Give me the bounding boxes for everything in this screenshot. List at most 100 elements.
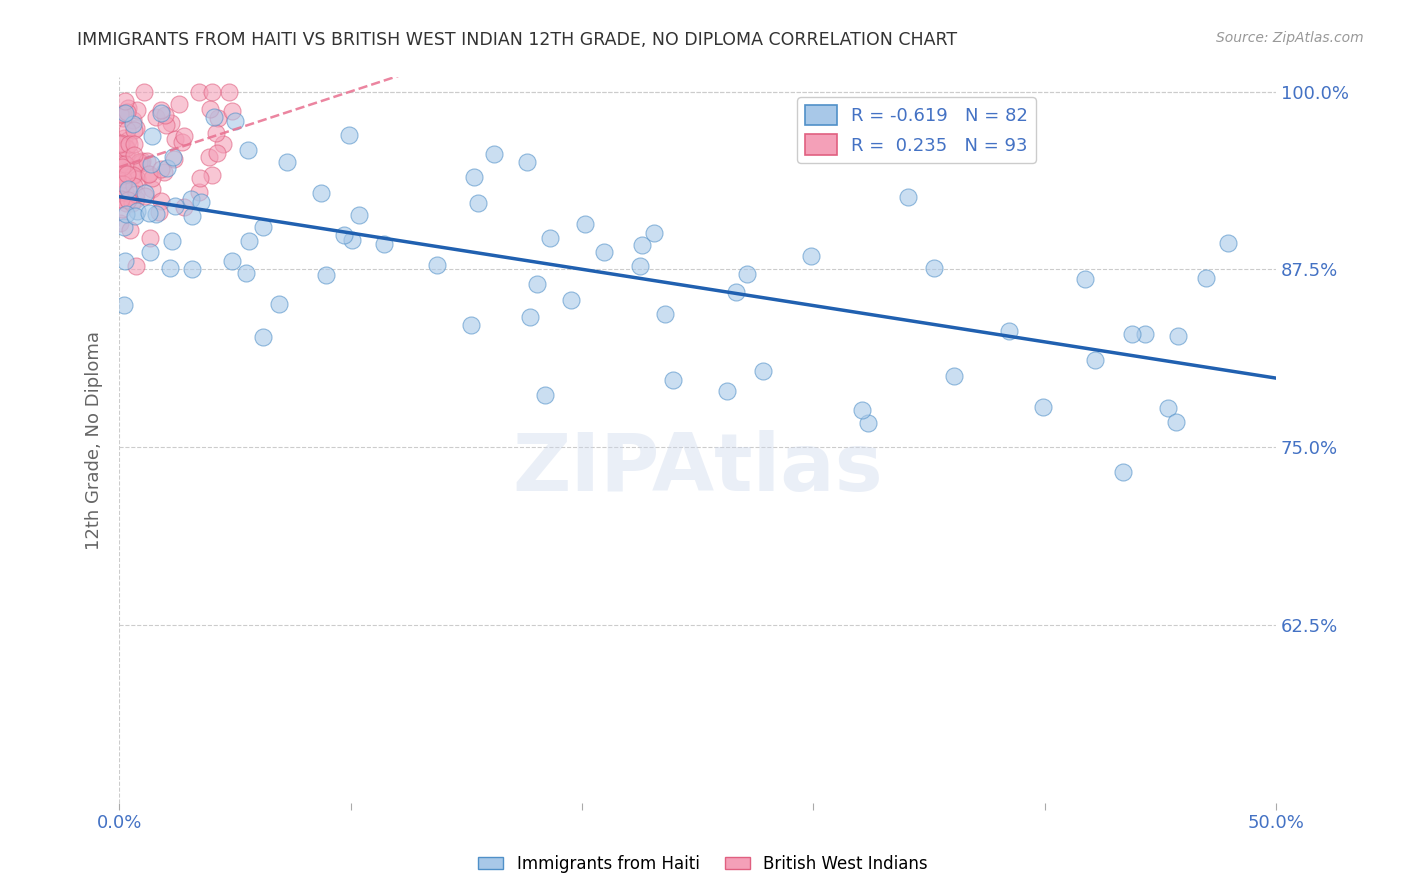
Point: [337, 128, 360, 142]
Point: [1157, 401, 1180, 416]
Point: [221, 254, 243, 268]
Point: [1084, 352, 1107, 367]
Point: [121, 168, 143, 182]
Legend: R = -0.619   N = 82, R =  0.235   N = 93: R = -0.619 N = 82, R = 0.235 N = 93: [797, 97, 1036, 162]
Point: [117, 101, 139, 115]
Point: [114, 157, 136, 171]
Point: [574, 217, 596, 231]
Point: [114, 207, 136, 221]
Point: [1195, 271, 1218, 285]
Point: [654, 307, 676, 321]
Point: [643, 226, 665, 240]
Point: [922, 260, 945, 275]
Point: [115, 105, 138, 120]
Point: [125, 103, 148, 118]
Point: [112, 177, 135, 191]
Point: [114, 253, 136, 268]
Point: [152, 165, 174, 179]
Point: [114, 171, 136, 186]
Point: [111, 171, 134, 186]
Point: [112, 131, 135, 145]
Point: [122, 179, 145, 194]
Point: [159, 260, 181, 275]
Point: [181, 261, 204, 276]
Point: [127, 204, 149, 219]
Point: [139, 230, 162, 244]
Point: [212, 136, 235, 151]
Point: [156, 161, 179, 175]
Point: [593, 245, 616, 260]
Point: [131, 153, 153, 168]
Point: [332, 227, 354, 242]
Point: [114, 147, 136, 161]
Point: [160, 116, 183, 130]
Point: [138, 167, 160, 181]
Point: [128, 155, 150, 169]
Point: [155, 118, 177, 132]
Point: [201, 85, 224, 99]
Point: [114, 94, 136, 108]
Point: [122, 117, 145, 131]
Point: [163, 132, 186, 146]
Point: [1135, 327, 1157, 342]
Point: [115, 140, 138, 154]
Point: [135, 153, 157, 168]
Point: [207, 146, 229, 161]
Point: [190, 170, 212, 185]
Point: [173, 200, 195, 214]
Point: [141, 128, 163, 143]
Point: [111, 163, 134, 178]
Point: [132, 85, 155, 99]
Point: [236, 143, 259, 157]
Point: [150, 161, 173, 176]
Point: [662, 373, 685, 387]
Point: [111, 202, 134, 217]
Point: [125, 186, 148, 201]
Point: [205, 126, 228, 140]
Point: [269, 296, 291, 310]
Point: [752, 363, 775, 377]
Point: [149, 103, 172, 117]
Point: [136, 167, 159, 181]
Point: [218, 85, 240, 99]
Point: [533, 388, 555, 402]
Point: [122, 112, 145, 127]
Point: [117, 133, 139, 147]
Point: [198, 150, 221, 164]
Point: [224, 114, 246, 128]
Point: [110, 148, 132, 162]
Point: [125, 260, 148, 274]
Point: [148, 205, 170, 219]
Point: [112, 107, 135, 121]
Point: [162, 150, 184, 164]
Point: [125, 121, 148, 136]
Point: [110, 106, 132, 120]
Point: [110, 136, 132, 150]
Point: [149, 194, 172, 208]
Point: [110, 107, 132, 121]
Point: [118, 223, 141, 237]
Point: [897, 190, 920, 204]
Point: [188, 185, 211, 199]
Point: [163, 199, 186, 213]
Point: [139, 244, 162, 259]
Text: ZIPAtlas: ZIPAtlas: [512, 430, 883, 508]
Point: [943, 368, 966, 383]
Point: [1218, 235, 1240, 250]
Point: [124, 148, 146, 162]
Text: Source: ZipAtlas.com: Source: ZipAtlas.com: [1216, 31, 1364, 45]
Point: [125, 171, 148, 186]
Point: [1164, 415, 1187, 429]
Point: [112, 111, 135, 125]
Point: [737, 267, 759, 281]
Point: [112, 220, 135, 235]
Point: [1073, 272, 1095, 286]
Point: [129, 156, 152, 170]
Point: [160, 234, 183, 248]
Point: [169, 96, 191, 111]
Point: [125, 192, 148, 206]
Point: [998, 324, 1021, 338]
Point: [110, 192, 132, 206]
Point: [519, 310, 541, 324]
Point: [141, 157, 163, 171]
